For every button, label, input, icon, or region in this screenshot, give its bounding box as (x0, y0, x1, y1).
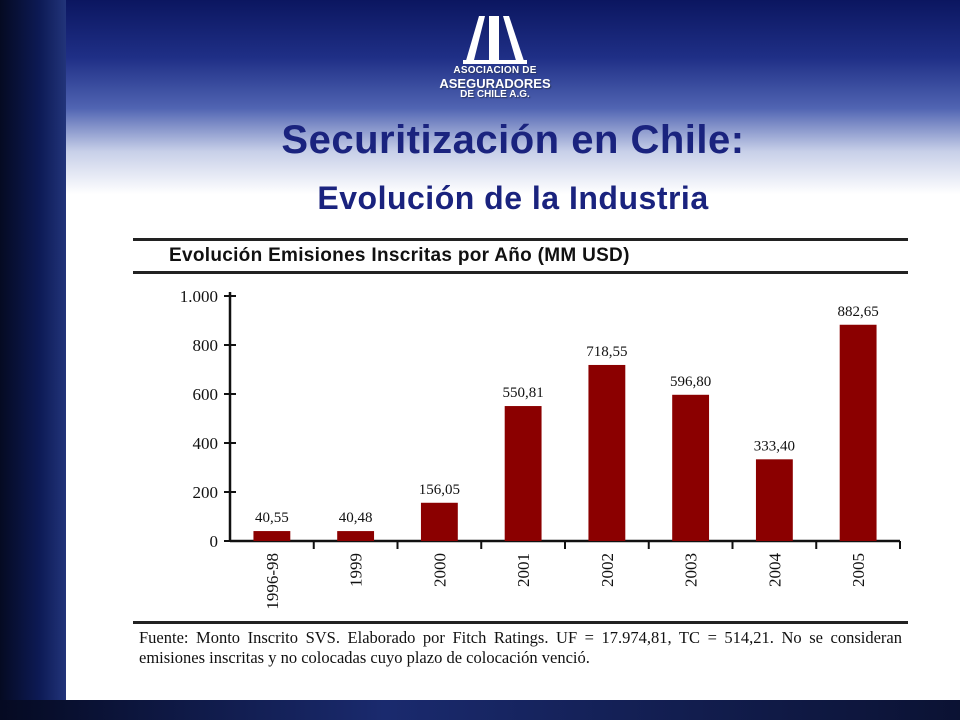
x-tick-label: 2001 (514, 553, 533, 587)
x-tick-label: 1996-98 (263, 553, 282, 610)
y-tick-label: 1.000 (180, 287, 218, 306)
bar (253, 531, 291, 541)
left-rail (0, 0, 66, 720)
bar (588, 364, 626, 541)
bar-value-label: 596,80 (670, 374, 711, 390)
y-tick-label: 400 (193, 434, 219, 453)
chart-source-note: Fuente: Monto Inscrito SVS. Elaborado po… (133, 621, 908, 668)
bar (755, 459, 793, 541)
x-tick-label: 2003 (682, 553, 701, 587)
x-tick-label: 2002 (598, 553, 617, 587)
y-tick-label: 0 (210, 532, 219, 551)
bar (420, 502, 458, 541)
bar-chart: 0 200 400 600 800 1.000 40,55 1996-98 40,48 1999 1… (180, 287, 901, 610)
bar (672, 394, 710, 541)
logo-emblem-icon (463, 16, 527, 64)
slide-subtitle: Evolución de la Industria (317, 180, 709, 216)
x-tick-label: 2005 (849, 553, 868, 587)
x-tick-label: 2004 (765, 553, 784, 588)
bar-value-label: 333,40 (754, 438, 795, 454)
slide-title: Securitización en Chile: (281, 118, 745, 162)
bar-value-label: 718,55 (586, 344, 627, 360)
bottom-bar (0, 700, 960, 720)
bar-value-label: 550,81 (503, 385, 544, 401)
y-tick-label: 200 (193, 483, 219, 502)
bar (839, 324, 877, 541)
x-tick-label: 2000 (430, 553, 449, 587)
association-logo: ASOCIACION DE ASEGURADORES DE CHILE A.G. (425, 14, 565, 126)
chart-panel: Evolución Emisiones Inscritas por Año (M… (133, 232, 908, 697)
chart-title: Evolución Emisiones Inscritas por Año (M… (133, 238, 908, 274)
logo-text-line-1: ASOCIACION DE (453, 65, 537, 76)
logo-text-line-3: DE CHILE A.G. (460, 89, 530, 101)
bar (337, 531, 375, 541)
bar (504, 406, 542, 541)
bar-value-label: 156,05 (419, 482, 460, 498)
y-tick-label: 600 (193, 385, 219, 404)
x-tick-label: 1999 (347, 553, 366, 587)
logo-text-line-2: ASEGURADORES (439, 75, 551, 91)
y-tick-label: 800 (193, 336, 219, 355)
bar-value-label: 40,48 (339, 510, 373, 526)
bar-value-label: 40,55 (255, 510, 289, 526)
bar-value-label: 882,65 (838, 304, 879, 320)
